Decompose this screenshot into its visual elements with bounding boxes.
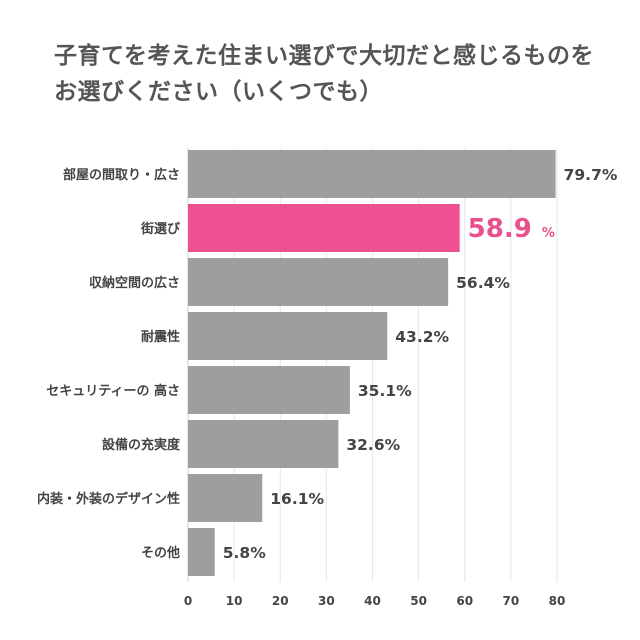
value-label-8: 5.8% [223, 544, 266, 562]
category-label-8: その他 [141, 545, 180, 561]
chart-title-line-1: 子育てを考えた住まい選びで大切だと感じるものを [54, 43, 595, 69]
value-label-6: 32.6% [346, 436, 400, 454]
bar-2 [188, 204, 460, 252]
category-label-5: セキュリティーの 高さ [46, 383, 180, 399]
bar-5 [188, 366, 350, 414]
category-label-7: 内装・外装のデザイン性 [37, 491, 180, 507]
x-tick-label-0: 0 [184, 594, 192, 608]
bar-6 [188, 420, 339, 468]
category-label-6: 設備の充実度 [102, 437, 181, 453]
x-tick-label-40: 40 [364, 594, 381, 608]
value-unit-label-2: % [542, 226, 555, 241]
category-label-3: 収納空間の広さ [89, 275, 180, 291]
chart-title-line-2: お選びください（いくつでも） [54, 79, 383, 105]
value-label-2: 58.9 [468, 214, 532, 244]
x-tick-label-20: 20 [272, 594, 289, 608]
category-label-2: 街選び [140, 221, 181, 237]
value-label-3: 56.4% [456, 274, 510, 292]
bar-4 [188, 312, 388, 360]
x-tick-label-70: 70 [503, 594, 520, 608]
value-label-5: 35.1% [358, 382, 412, 400]
value-label-1: 79.7% [564, 166, 618, 184]
bar-1 [188, 150, 556, 198]
x-tick-label-60: 60 [456, 594, 473, 608]
chart-title: 子育てを考えた住まい選びで大切だと感じるものを お選びください（いくつでも） [54, 38, 614, 110]
x-tick-label-10: 10 [226, 594, 243, 608]
x-tick-label-30: 30 [318, 594, 335, 608]
value-label-7: 16.1% [270, 490, 324, 508]
bar-8 [188, 528, 215, 576]
bar-3 [188, 258, 449, 306]
value-label-4: 43.2% [395, 328, 449, 346]
category-label-4: 耐震性 [141, 329, 180, 345]
bar-7 [188, 474, 263, 522]
x-tick-label-50: 50 [410, 594, 427, 608]
category-label-1: 部屋の間取り・広さ [63, 167, 180, 183]
x-tick-label-80: 80 [549, 594, 566, 608]
